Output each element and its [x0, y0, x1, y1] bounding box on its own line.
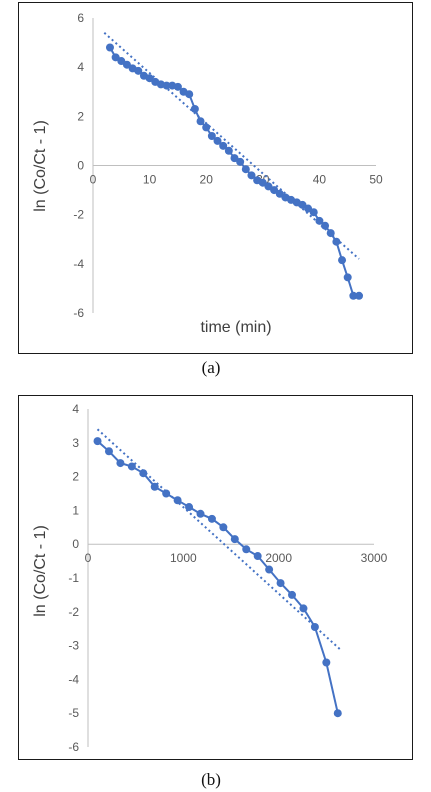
chart-a-data-point	[304, 204, 313, 213]
chart-b-data-point	[116, 459, 125, 468]
chart-b-svg: -6 -5 -4 -3 -2 -1 0 1 2 3 4 0 1000 2000 3000 ln (Co/Ct …	[32, 402, 388, 754]
chart-a-y-tick-label: -6	[73, 306, 84, 320]
chart-b-x-tick-label: 2000	[265, 551, 292, 565]
chart-a-y-tick-label: -2	[73, 208, 84, 222]
chart-panel-b: -6 -5 -4 -3 -2 -1 0 1 2 3 4 0 1000 2000 3000 ln (Co/Ct …	[18, 395, 413, 760]
chart-b-y-tick-label: -1	[68, 571, 79, 585]
chart-a-y-tick-label: 2	[77, 109, 84, 123]
chart-b-y-tick-label: -2	[68, 605, 79, 619]
chart-b-y-axis-title: ln (Co/Ct - 1)	[32, 525, 49, 617]
chart-a-data-point	[202, 123, 211, 132]
chart-b-series-line	[96, 440, 339, 714]
chart-a-trendline	[103, 32, 360, 260]
chart-a-x-tick-label: 40	[313, 173, 327, 187]
chart-b-data-point	[162, 489, 171, 498]
chart-b-data-point	[207, 514, 216, 523]
chart-a-data-point	[190, 104, 199, 113]
chart-b-data-point	[196, 509, 205, 518]
chart-a-data-point	[230, 154, 239, 163]
chart-a-svg: -6-4-2024601020304050ln (Co/Ct - 1)time …	[32, 11, 383, 336]
chart-a-data-point	[213, 136, 222, 145]
chart-a-y-axis-title: ln (Co/Ct - 1)	[32, 120, 49, 212]
chart-a-x-axis-title: time (min)	[200, 319, 271, 336]
chart-a-data-point	[338, 256, 347, 265]
chart-b-data-point	[150, 482, 159, 491]
chart-b-data-point	[265, 565, 274, 574]
chart-a-data-point	[145, 74, 154, 83]
chart-b-data-point	[139, 469, 148, 478]
chart-b-data-point	[185, 503, 194, 512]
chart-a-x-tick-label: 20	[200, 173, 214, 187]
chart-b-data-point	[230, 535, 239, 544]
chart-a-data-point	[349, 291, 358, 300]
chart-b-y-tick-label: -6	[68, 740, 79, 754]
chart-b-x-tick-label: 1000	[170, 551, 197, 565]
chart-a-data-point	[219, 141, 228, 150]
chart-b-y-tick-label: -5	[68, 706, 79, 720]
chart-b-data-point	[310, 623, 319, 632]
chart-b-data-point	[276, 579, 285, 588]
chart-b-data-point	[127, 462, 136, 471]
chart-b-data-point	[299, 604, 308, 613]
chart-a-data-point	[111, 53, 120, 62]
chart-a-data-point	[105, 43, 114, 52]
chart-a-data-point	[207, 132, 216, 140]
chart-b-x-tick-label: 3000	[361, 551, 388, 565]
chart-a-data-point	[196, 117, 205, 126]
chart-panel-a: -6-4-2024601020304050ln (Co/Ct - 1)time …	[18, 2, 413, 354]
chart-a-data-point	[264, 182, 273, 191]
chart-a-data-point	[173, 82, 182, 91]
chart-a-data-point	[309, 208, 318, 217]
chart-a-x-tick-label: 10	[143, 173, 157, 187]
chart-a-data-point	[321, 221, 330, 230]
chart-a-data-point	[247, 171, 256, 180]
chart-a-data-point	[270, 186, 279, 195]
chart-b-y-tick-label: 3	[72, 436, 79, 450]
chart-b-y-tick-label: -3	[68, 639, 79, 653]
chart-a-data-point	[236, 157, 245, 166]
chart-b-data-point	[93, 437, 102, 446]
chart-b-data-point	[253, 552, 262, 561]
chart-b-data-point	[322, 658, 331, 667]
caption-a: (a)	[201, 358, 221, 377]
chart-b-y-tick-label: 1	[72, 503, 79, 517]
chart-b-data-point	[333, 709, 342, 718]
chart-b-y-tick-label: 2	[72, 470, 79, 484]
chart-a-y-tick-label: 6	[77, 11, 84, 25]
chart-a-data-point	[134, 66, 143, 75]
chart-a-data-point	[117, 57, 126, 66]
chart-a-data-point	[258, 178, 267, 187]
chart-a-data-point	[185, 90, 194, 99]
chart-b-trendline	[96, 428, 341, 650]
chart-a-data-point	[298, 200, 307, 209]
chart-a-x-tick-label: 50	[369, 173, 383, 187]
chart-b-data-point	[173, 496, 182, 505]
chart-b-y-tick-label: 4	[72, 402, 79, 416]
chart-a-data-point	[122, 60, 131, 69]
chart-b-data-point	[104, 447, 113, 456]
chart-a-data-point	[224, 146, 233, 155]
chart-b-y-tick-label: 0	[72, 537, 79, 551]
chart-a-y-tick-label: 4	[77, 60, 84, 74]
chart-b-x-tick-label: 0	[85, 551, 92, 565]
chart-a-x-tick-label: 0	[90, 173, 97, 187]
caption-b: (b)	[201, 770, 221, 789]
chart-b-y-tick-label: -4	[68, 672, 79, 686]
chart-a-data-point	[275, 189, 284, 198]
chart-a-y-tick-label: -4	[73, 257, 84, 271]
chart-a-data-point	[355, 291, 364, 300]
chart-a-data-point	[343, 273, 352, 282]
chart-a-data-point	[241, 165, 250, 174]
chart-b-data-point	[288, 590, 297, 599]
chart-b-data-point	[242, 545, 251, 554]
chart-a-data-point	[332, 237, 341, 246]
chart-b-data-point	[219, 523, 228, 532]
chart-a-y-tick-label: 0	[77, 159, 84, 173]
